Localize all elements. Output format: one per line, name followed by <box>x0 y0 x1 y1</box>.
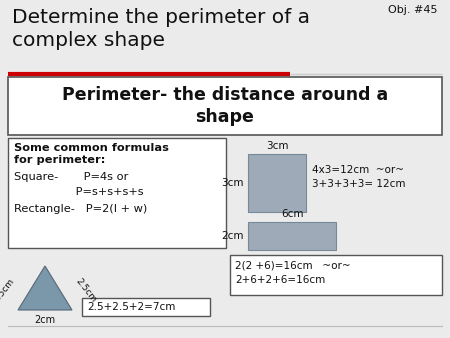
FancyBboxPatch shape <box>8 138 226 248</box>
Text: Square-       P=4s or: Square- P=4s or <box>14 172 128 182</box>
Text: Determine the perimeter of a
complex shape: Determine the perimeter of a complex sha… <box>12 8 310 50</box>
Text: 3cm: 3cm <box>221 178 244 188</box>
FancyBboxPatch shape <box>248 154 306 212</box>
Text: 2cm: 2cm <box>221 231 244 241</box>
Text: 2.5cm: 2.5cm <box>74 276 99 304</box>
Text: 2(2 +6)=16cm   ~or~
2+6+2+6=16cm: 2(2 +6)=16cm ~or~ 2+6+2+6=16cm <box>235 260 351 285</box>
FancyBboxPatch shape <box>230 255 442 295</box>
Text: 2cm: 2cm <box>35 315 55 325</box>
Text: P=s+s+s+s: P=s+s+s+s <box>14 187 144 197</box>
Text: Rectangle-   P=2(l + w): Rectangle- P=2(l + w) <box>14 204 147 214</box>
Text: Some common formulas
for perimeter:: Some common formulas for perimeter: <box>14 143 169 165</box>
Text: Perimeter- the distance around a
shape: Perimeter- the distance around a shape <box>62 86 388 126</box>
Text: Obj. #45: Obj. #45 <box>388 5 438 15</box>
Text: 6cm: 6cm <box>281 209 303 219</box>
Text: 2.5+2.5+2=7cm: 2.5+2.5+2=7cm <box>87 302 176 312</box>
Polygon shape <box>18 266 72 310</box>
Text: 4x3=12cm  ~or~
3+3+3+3= 12cm: 4x3=12cm ~or~ 3+3+3+3= 12cm <box>312 165 405 189</box>
FancyBboxPatch shape <box>82 298 210 316</box>
FancyBboxPatch shape <box>8 77 442 135</box>
Text: 3cm: 3cm <box>266 141 288 151</box>
Text: 2.5cm: 2.5cm <box>0 276 16 304</box>
FancyBboxPatch shape <box>248 222 336 250</box>
